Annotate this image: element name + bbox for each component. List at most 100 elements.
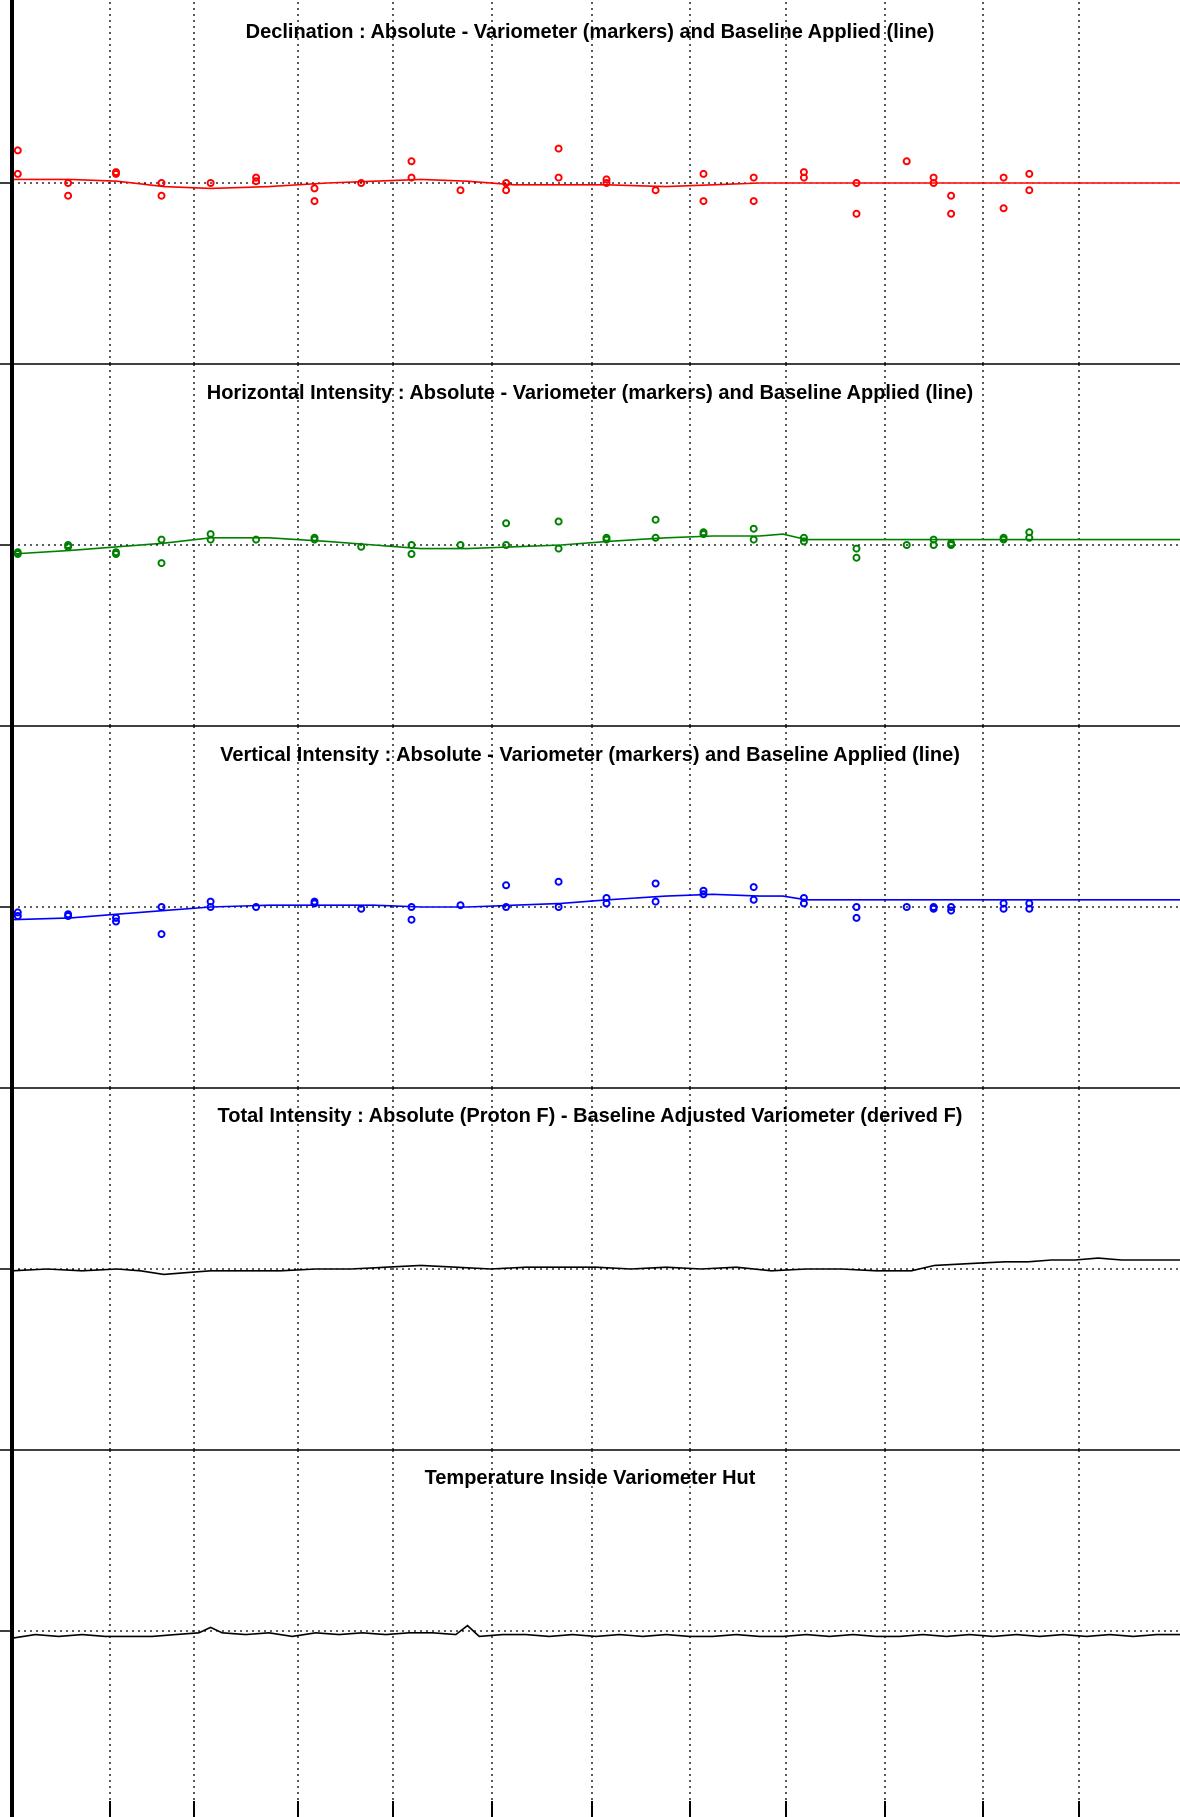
data-point xyxy=(799,537,808,546)
data-point xyxy=(310,184,319,193)
data-point xyxy=(699,197,708,206)
data-point xyxy=(947,191,956,200)
data-point xyxy=(699,530,708,539)
data-point xyxy=(699,886,708,895)
data-point xyxy=(13,908,22,917)
panel-title: Horizontal Intensity : Absolute - Variom… xyxy=(207,382,973,404)
data-point xyxy=(407,903,416,911)
data-point xyxy=(852,544,861,553)
data-point xyxy=(749,197,758,206)
panel-total-intensity: Total Intensity : Absolute (Proton F) - … xyxy=(0,1087,1180,1450)
data-point xyxy=(651,879,660,888)
data-point xyxy=(407,541,416,549)
data-point xyxy=(13,169,22,178)
panel-title: Vertical Intensity : Absolute - Variomet… xyxy=(220,744,960,766)
data-point xyxy=(799,173,808,182)
data-point xyxy=(112,917,120,926)
data-point xyxy=(64,910,73,919)
data-point xyxy=(602,899,611,908)
data-point xyxy=(749,524,758,533)
data-point xyxy=(554,173,563,182)
data-point xyxy=(502,519,511,528)
data-point xyxy=(699,890,708,899)
baseline-line xyxy=(11,533,1180,555)
data-point xyxy=(357,904,366,913)
data-point xyxy=(310,899,319,908)
panel-vertical-intensity: Vertical Intensity : Absolute - Variomet… xyxy=(0,725,1180,1088)
data-point xyxy=(902,157,911,166)
data-point xyxy=(252,173,261,182)
data-point xyxy=(112,169,120,178)
data-point xyxy=(112,913,120,922)
data-point xyxy=(1025,904,1034,913)
data-point xyxy=(554,517,563,526)
panel-temperature: Temperature Inside Variometer Hut xyxy=(0,1449,1180,1812)
data-point xyxy=(852,209,861,218)
data-point xyxy=(357,179,366,187)
data-point xyxy=(456,186,465,195)
data-point xyxy=(206,903,215,911)
data-point xyxy=(502,186,511,195)
data-point xyxy=(554,144,563,153)
data-point xyxy=(947,539,956,548)
data-point xyxy=(554,544,563,553)
data-point xyxy=(852,903,861,911)
data-point xyxy=(852,913,861,922)
data-point xyxy=(947,209,956,218)
data-point xyxy=(310,535,319,544)
data-point xyxy=(157,191,166,200)
data-point xyxy=(947,903,956,911)
data-point xyxy=(852,179,861,187)
series-line xyxy=(11,1624,1180,1639)
data-point xyxy=(310,197,319,206)
data-point xyxy=(749,895,758,904)
data-point xyxy=(157,535,166,544)
data-point xyxy=(206,535,215,544)
panel-declination: Declination : Absolute - Variometer (mar… xyxy=(0,2,1180,364)
data-point xyxy=(749,535,758,544)
data-point xyxy=(157,559,166,568)
data-point xyxy=(999,904,1008,913)
data-point xyxy=(157,930,166,939)
data-point xyxy=(929,904,938,913)
panel-title: Total Intensity : Absolute (Proton F) - … xyxy=(218,1105,963,1127)
data-point xyxy=(456,541,465,549)
data-point xyxy=(502,903,511,911)
data-point xyxy=(799,533,808,542)
data-point xyxy=(749,883,758,892)
data-point xyxy=(1025,533,1034,542)
data-point xyxy=(651,533,660,542)
data-point xyxy=(699,169,708,178)
data-point xyxy=(64,191,73,200)
data-point xyxy=(999,173,1008,182)
data-point xyxy=(502,881,511,890)
data-point xyxy=(1025,169,1034,178)
data-point xyxy=(554,903,563,911)
data-point xyxy=(749,173,758,182)
data-point xyxy=(456,901,465,910)
data-point xyxy=(999,535,1008,544)
data-point xyxy=(13,550,22,558)
data-point xyxy=(13,912,22,920)
data-point xyxy=(902,541,911,549)
data-point xyxy=(252,903,261,911)
data-point xyxy=(357,542,366,551)
data-point xyxy=(407,550,416,558)
data-point xyxy=(947,906,956,915)
panel-title: Declination : Absolute - Variometer (mar… xyxy=(246,21,935,43)
data-point xyxy=(252,535,261,544)
data-point xyxy=(407,173,416,182)
panel-horizontal-intensity: Horizontal Intensity : Absolute - Variom… xyxy=(0,363,1180,726)
data-point xyxy=(64,542,73,551)
data-point xyxy=(799,899,808,908)
data-point xyxy=(651,897,660,906)
data-point xyxy=(206,179,215,187)
data-point xyxy=(602,175,611,184)
baseline-line xyxy=(11,893,1180,921)
data-point xyxy=(112,550,120,558)
data-point xyxy=(651,515,660,524)
data-point xyxy=(252,177,261,186)
series-line xyxy=(11,1257,1180,1276)
data-point xyxy=(554,877,563,886)
